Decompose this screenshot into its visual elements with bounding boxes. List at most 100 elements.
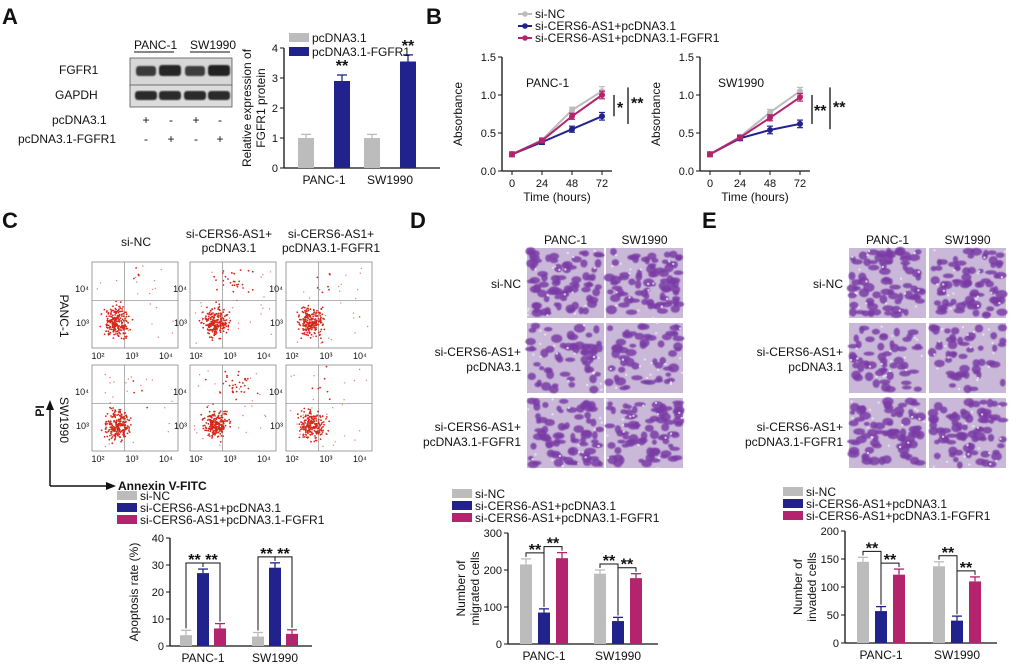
legend-label: si-NC	[806, 485, 836, 499]
micrograph	[525, 247, 605, 318]
y-tick-label: 20	[152, 587, 164, 599]
bar	[334, 81, 350, 168]
y-tick-label: 30	[152, 560, 164, 572]
stained-cells	[525, 322, 603, 394]
blot-sign: -	[169, 113, 173, 127]
significance-marker: **	[884, 552, 897, 569]
panel-label-e: E	[702, 208, 717, 233]
x-tick-label: 24	[536, 178, 548, 190]
x-tick-label: 72	[596, 178, 608, 190]
series-line	[709, 96, 801, 156]
data-point	[737, 134, 743, 141]
blot-band-label-fgfr1: FGFR1	[59, 63, 99, 77]
blot-sign: -	[194, 132, 198, 146]
bar	[875, 611, 887, 643]
legend-swatch	[117, 515, 137, 524]
y-tick-label: 100	[484, 602, 502, 614]
flow-x-axis-label: Annexin V-FITC	[118, 479, 207, 493]
y-tick-label: 3	[272, 73, 278, 85]
blot-sign: -	[144, 132, 148, 146]
significance-marker: **	[336, 58, 349, 75]
flow-y-tick-label: 10⁴	[75, 387, 89, 397]
band-fgfr1-3	[185, 66, 205, 76]
stained-cells	[527, 397, 604, 468]
data-point	[599, 113, 605, 120]
membrane-pores	[526, 249, 596, 317]
stained-cells	[930, 247, 1008, 319]
membrane-pores	[933, 326, 995, 391]
y-tick-label: 0.0	[679, 166, 694, 178]
x-tick-label: SW1990	[367, 173, 413, 187]
x-tick-label: SW1990	[595, 649, 641, 663]
data-point	[509, 151, 515, 158]
data-point	[707, 151, 713, 158]
western-blot: PANC-1 SW1990 FGFR1 GAPDH pcDNA3.1 + - +…	[18, 38, 236, 146]
membrane-pores	[611, 254, 675, 320]
flow-x-tick-label: 10²	[189, 351, 202, 361]
y-tick-label: 0.5	[481, 128, 496, 140]
stained-cells	[603, 248, 685, 315]
flow-plot	[189, 364, 277, 452]
micrograph-row-label: si-NC	[491, 277, 521, 291]
y-tick-label: 4	[272, 43, 278, 55]
legend-swatch	[289, 47, 309, 56]
membrane-pores	[605, 398, 683, 470]
band-fgfr1-4	[208, 65, 230, 76]
sig-bracket	[880, 562, 900, 605]
bar	[197, 573, 209, 646]
panel-label-a: A	[2, 4, 18, 29]
flow-x-tick-label: 10³	[319, 351, 332, 361]
bar	[252, 636, 264, 646]
legend-label: si-CERS6-AS1+pcDNA3.1-FGFR1	[535, 31, 720, 45]
y-axis-label: Number ofinvaded cells	[791, 552, 819, 621]
blot-sign: -	[218, 113, 222, 127]
flow-row-label-panc1: PANC-1	[57, 294, 71, 337]
micrograph-row-label: si-CERS6-AS1+ pcDNA3.1	[757, 345, 844, 374]
panel-label-d: D	[410, 208, 426, 233]
bar	[538, 612, 550, 644]
y-tick-label: 0.0	[481, 166, 496, 178]
micrograph	[846, 246, 926, 319]
x-tick-label: SW1990	[934, 648, 980, 662]
flow-plot	[285, 261, 373, 349]
bar	[857, 561, 869, 643]
x-tick-label: PANC-1	[181, 651, 224, 665]
legend-label: si-NC	[535, 7, 565, 21]
bar	[286, 633, 298, 646]
micrograph-col-header: SW1990	[621, 233, 667, 247]
flow-x-tick-label: 10⁴	[353, 454, 367, 464]
chart-invaded-cells: 0 50 100 150 200 Number ofinvaded cells PANC-1…	[791, 526, 997, 662]
legend-label: si-CERS6-AS1+pcDNA3.1	[475, 499, 616, 513]
blot-sign: +	[192, 113, 199, 127]
blot-band-label-gapdh: GAPDH	[55, 88, 98, 102]
flow-y-tick-label: 10⁴	[173, 284, 187, 294]
bar	[556, 558, 568, 644]
membrane-pores	[851, 249, 920, 312]
data-point	[797, 94, 803, 101]
membrane-pores	[850, 400, 926, 455]
flow-plot-frame	[91, 364, 179, 452]
x-tick-label: 0	[707, 178, 713, 190]
micrograph	[847, 397, 926, 468]
bar	[969, 581, 981, 643]
legend-label: si-NC	[140, 489, 170, 503]
micrograph-col-header: PANC-1	[544, 233, 587, 247]
y-tick-label: 1	[272, 133, 278, 145]
blot-row-label-pcdna-fgfr1: pcDNA3.1-FGFR1	[18, 132, 116, 146]
flow-y-axis-label: PI	[33, 405, 47, 416]
micrograph-col-header: SW1990	[944, 233, 990, 247]
flow-x-tick-label: 10³	[319, 454, 332, 464]
event-cloud	[290, 365, 368, 448]
flow-x-tick-label: 10³	[125, 454, 138, 464]
bar	[269, 567, 281, 646]
y-tick-label: 0	[272, 163, 278, 175]
significance-marker: **	[866, 540, 879, 557]
flow-x-tick-label: 10⁴	[159, 454, 173, 464]
blot-sign: +	[167, 132, 174, 146]
significance-marker: **	[631, 96, 644, 113]
y-tick-label: 1.5	[679, 52, 694, 64]
flow-col-header-3: si-CERS6-AS1+ pcDNA3.1-FGFR1	[282, 227, 380, 255]
x-tick-label: PANC-1	[302, 173, 345, 187]
y-tick-label: 200	[821, 526, 839, 538]
y-tick-label: 50	[827, 610, 839, 622]
